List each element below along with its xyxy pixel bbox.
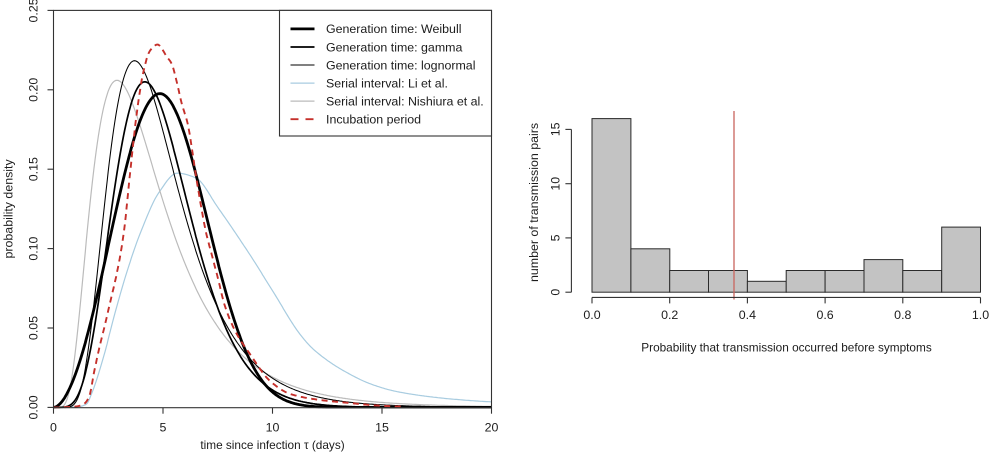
svg-text:0: 0 [50, 421, 57, 435]
svg-text:0.00: 0.00 [27, 395, 41, 419]
svg-text:1.0: 1.0 [972, 308, 989, 322]
svg-text:15: 15 [549, 122, 563, 136]
svg-text:Probability that transmission: Probability that transmission occurred b… [641, 341, 932, 355]
svg-text:Generation time: lognormal: Generation time: lognormal [326, 58, 475, 72]
svg-text:0.05: 0.05 [27, 316, 41, 340]
svg-text:0.6: 0.6 [816, 308, 833, 322]
svg-text:5: 5 [160, 421, 167, 435]
svg-text:10: 10 [549, 177, 563, 191]
svg-text:0: 0 [549, 289, 563, 296]
svg-text:Generation time: gamma: Generation time: gamma [326, 40, 462, 54]
svg-text:probability density: probability density [1, 159, 15, 259]
svg-text:0.4: 0.4 [739, 308, 756, 322]
svg-text:20: 20 [485, 421, 499, 435]
svg-text:0.0: 0.0 [583, 308, 600, 322]
svg-text:0.8: 0.8 [894, 308, 911, 322]
svg-text:0.25: 0.25 [27, 0, 41, 22]
svg-text:Serial interval: Li et al.: Serial interval: Li et al. [326, 76, 448, 90]
svg-text:0.15: 0.15 [27, 157, 41, 181]
svg-text:0.10: 0.10 [27, 236, 41, 260]
svg-text:Serial interval: Nishiura et a: Serial interval: Nishiura et al. [326, 94, 484, 108]
svg-text:number of transmission pairs: number of transmission pairs [527, 123, 541, 282]
svg-text:time since infection τ (days): time since infection τ (days) [200, 438, 344, 452]
svg-text:Generation time: Weibull: Generation time: Weibull [326, 22, 461, 36]
svg-text:Incubation period: Incubation period [326, 113, 421, 127]
svg-text:0.20: 0.20 [27, 78, 41, 102]
svg-text:15: 15 [375, 421, 389, 435]
svg-text:0.2: 0.2 [661, 308, 678, 322]
svg-text:10: 10 [266, 421, 280, 435]
svg-text:5: 5 [549, 234, 563, 241]
